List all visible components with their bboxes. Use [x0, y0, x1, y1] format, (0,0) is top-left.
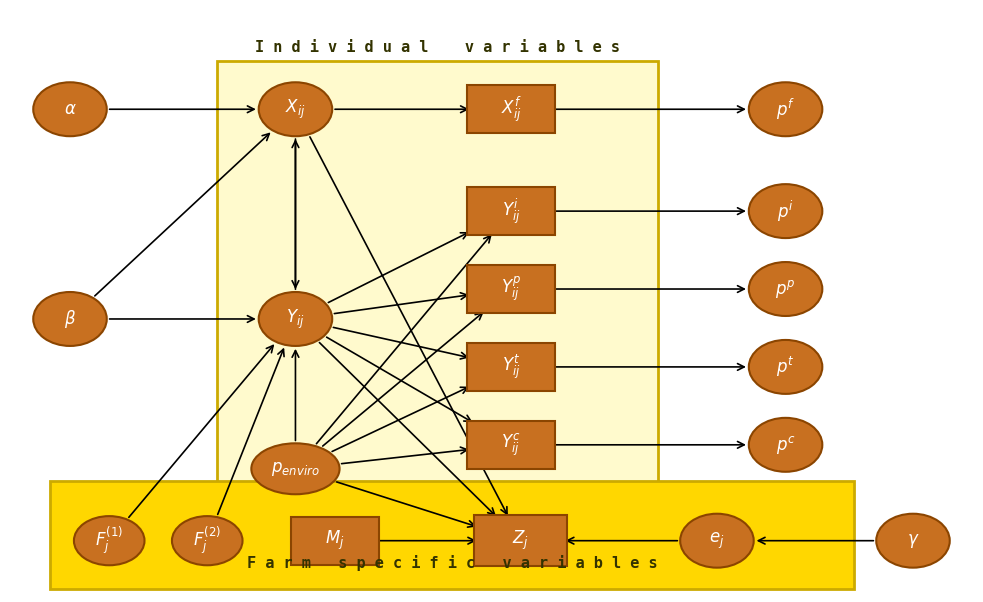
Text: $p^{c}$: $p^{c}$ [776, 434, 795, 456]
Ellipse shape [680, 514, 754, 568]
Text: $p^{f}$: $p^{f}$ [776, 97, 795, 122]
FancyBboxPatch shape [467, 85, 555, 133]
Text: F a r m   s p e c i f i c   v a r i a b l e s: F a r m s p e c i f i c v a r i a b l e … [247, 554, 658, 571]
Text: $Y_{ij}^{c}$: $Y_{ij}^{c}$ [501, 432, 521, 458]
Ellipse shape [252, 443, 339, 494]
FancyBboxPatch shape [50, 481, 854, 589]
Ellipse shape [74, 516, 145, 565]
Text: $p^{i}$: $p^{i}$ [778, 199, 794, 224]
Text: $p_{enviro}$: $p_{enviro}$ [271, 460, 319, 478]
Ellipse shape [259, 82, 332, 136]
Text: $F_{j}^{(2)}$: $F_{j}^{(2)}$ [193, 526, 221, 556]
Text: $Y_{ij}$: $Y_{ij}$ [286, 308, 305, 330]
Text: $p^{t}$: $p^{t}$ [777, 355, 794, 379]
FancyBboxPatch shape [467, 343, 555, 391]
Ellipse shape [33, 292, 107, 346]
Text: $β$: $β$ [64, 308, 76, 330]
Text: $Y_{ij}^{i}$: $Y_{ij}^{i}$ [501, 196, 520, 226]
Text: $Z_{j}$: $Z_{j}$ [512, 529, 530, 552]
Text: $p^{p}$: $p^{p}$ [776, 278, 795, 300]
FancyBboxPatch shape [217, 61, 659, 553]
Ellipse shape [749, 340, 823, 394]
Ellipse shape [749, 418, 823, 472]
Text: $X_{ij}^{f}$: $X_{ij}^{f}$ [500, 95, 522, 124]
Text: $M_{j}$: $M_{j}$ [325, 529, 344, 552]
FancyBboxPatch shape [467, 265, 555, 313]
Text: $Y_{ij}^{p}$: $Y_{ij}^{p}$ [501, 275, 521, 303]
Ellipse shape [749, 262, 823, 316]
Text: $α$: $α$ [64, 101, 77, 118]
Text: $Y_{ij}^{t}$: $Y_{ij}^{t}$ [501, 353, 520, 381]
Text: I n d i v i d u a l    v a r i a b l e s: I n d i v i d u a l v a r i a b l e s [255, 40, 620, 55]
Text: $e_{j}$: $e_{j}$ [709, 530, 724, 551]
Ellipse shape [172, 516, 243, 565]
Ellipse shape [749, 184, 823, 238]
FancyBboxPatch shape [475, 515, 567, 566]
Ellipse shape [259, 292, 332, 346]
Text: $γ$: $γ$ [906, 532, 919, 550]
Ellipse shape [876, 514, 950, 568]
FancyBboxPatch shape [291, 517, 378, 565]
Ellipse shape [749, 82, 823, 136]
Text: $X_{ij}$: $X_{ij}$ [285, 98, 306, 121]
FancyBboxPatch shape [467, 187, 555, 235]
Text: $F_{j}^{(1)}$: $F_{j}^{(1)}$ [95, 526, 123, 556]
FancyBboxPatch shape [467, 421, 555, 469]
Ellipse shape [33, 82, 107, 136]
